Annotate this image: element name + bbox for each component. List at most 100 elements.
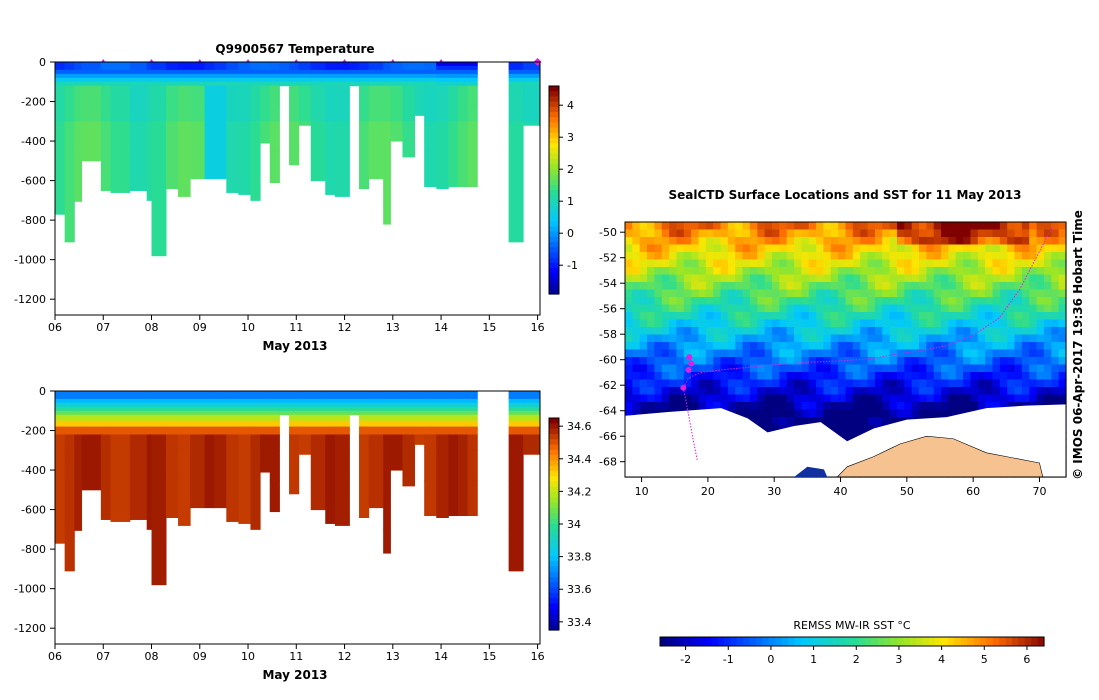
sst-cell xyxy=(1014,312,1023,321)
profile-cell xyxy=(146,394,153,400)
map-x-tick-label: 10 xyxy=(635,485,649,498)
sst-cell xyxy=(882,312,891,321)
sst-colorbar-tick-label: 4 xyxy=(938,653,945,666)
profile-column xyxy=(523,391,541,455)
map-latitude-ticks: -50-52-54-56-58-60-62-64-66-68 xyxy=(599,226,625,469)
profile-cell xyxy=(310,105,326,122)
sst-cell xyxy=(698,259,707,268)
profile-column xyxy=(151,391,167,586)
sst-cell xyxy=(632,259,641,268)
sst-cell xyxy=(720,282,729,291)
profile-cell xyxy=(414,91,425,99)
sst-cell xyxy=(896,402,905,411)
sst-cell xyxy=(779,372,788,381)
sst-cell xyxy=(816,417,825,426)
sst-cell xyxy=(838,304,847,313)
profile-cell xyxy=(55,529,66,544)
sst-cell xyxy=(661,402,670,411)
sst-cell xyxy=(757,319,766,328)
sst-cell xyxy=(963,229,972,238)
y-tick-label: -600 xyxy=(21,175,46,188)
sst-cell xyxy=(860,334,869,343)
profile-cell xyxy=(359,410,370,416)
sst-cell xyxy=(764,387,773,396)
profile-cell xyxy=(226,121,239,152)
profile-cell xyxy=(402,479,416,487)
colorbar-segment xyxy=(549,476,559,483)
profile-column xyxy=(110,391,131,522)
profile-cell xyxy=(424,65,437,71)
sst-cell xyxy=(632,312,641,321)
profile-column xyxy=(269,62,280,184)
profile-cell xyxy=(64,121,75,152)
profile-cell xyxy=(436,97,449,106)
sst-cell xyxy=(1021,259,1030,268)
y-tick-label: -400 xyxy=(21,135,46,148)
sst-cell xyxy=(794,297,802,306)
sst-cell xyxy=(1036,222,1045,231)
profile-cell xyxy=(64,479,75,530)
sst-cell xyxy=(970,387,979,396)
profile-cell xyxy=(436,479,449,518)
profile-cell xyxy=(349,410,360,416)
sst-cell xyxy=(639,267,648,276)
profile-cell xyxy=(424,91,437,99)
profile-cell xyxy=(325,410,336,416)
sst-cell xyxy=(992,379,1001,388)
sst-cell xyxy=(926,387,935,396)
profile-column xyxy=(74,62,83,202)
profile-cell xyxy=(279,69,290,75)
profile-column xyxy=(383,391,391,554)
sst-cell xyxy=(742,334,751,343)
sst-cell xyxy=(676,222,685,231)
profile-cell xyxy=(250,391,261,396)
sst-cell xyxy=(1021,364,1030,373)
profile-cell xyxy=(110,426,131,435)
profile-cell xyxy=(74,410,83,416)
profile-cell xyxy=(190,434,206,451)
sst-cell xyxy=(1007,274,1016,283)
sst-colorbar-segment xyxy=(954,637,962,646)
sst-colorbar-frame xyxy=(659,636,1045,647)
profile-cell xyxy=(402,426,416,435)
profile-cell xyxy=(436,414,449,422)
colorbar-segment xyxy=(549,138,559,144)
profile-cell xyxy=(165,97,179,106)
profile-cell xyxy=(424,62,437,67)
sst-cell xyxy=(1021,244,1030,253)
sst-cell xyxy=(955,297,964,306)
profile-cell xyxy=(250,77,261,83)
profile-cell xyxy=(269,479,280,513)
profile-cell xyxy=(178,398,191,404)
sst-cell xyxy=(801,394,810,403)
sst-cell xyxy=(1051,327,1060,336)
sst-cell xyxy=(896,372,905,381)
sst-cell xyxy=(779,259,788,268)
sst-colorbar-segment xyxy=(743,637,751,646)
profile-cell xyxy=(146,434,153,451)
sst-cell xyxy=(860,237,869,246)
colorbar-segment xyxy=(549,534,559,541)
sst-cell xyxy=(889,319,898,328)
profile-cell xyxy=(190,73,206,79)
sst-cell xyxy=(625,357,633,366)
profile-cell xyxy=(238,69,251,75)
sst-colorbar-segment xyxy=(935,637,943,646)
x-tick-label: 07 xyxy=(96,321,110,334)
sst-cell xyxy=(963,282,972,291)
sst-cell xyxy=(639,394,648,403)
sst-cell xyxy=(1058,364,1067,373)
sst-cell xyxy=(735,372,744,381)
profile-cell xyxy=(129,406,148,412)
profile-cell xyxy=(467,414,478,422)
sst-cell xyxy=(1051,244,1060,253)
sst-cell xyxy=(911,349,920,358)
profile-cell xyxy=(325,391,336,396)
sst-cell xyxy=(911,394,920,403)
profile-cell xyxy=(178,406,191,412)
profile-cell xyxy=(457,426,469,435)
sst-cell xyxy=(669,289,678,298)
sst-cell xyxy=(683,244,692,253)
profile-cell xyxy=(260,69,271,75)
sst-cell xyxy=(779,297,788,306)
